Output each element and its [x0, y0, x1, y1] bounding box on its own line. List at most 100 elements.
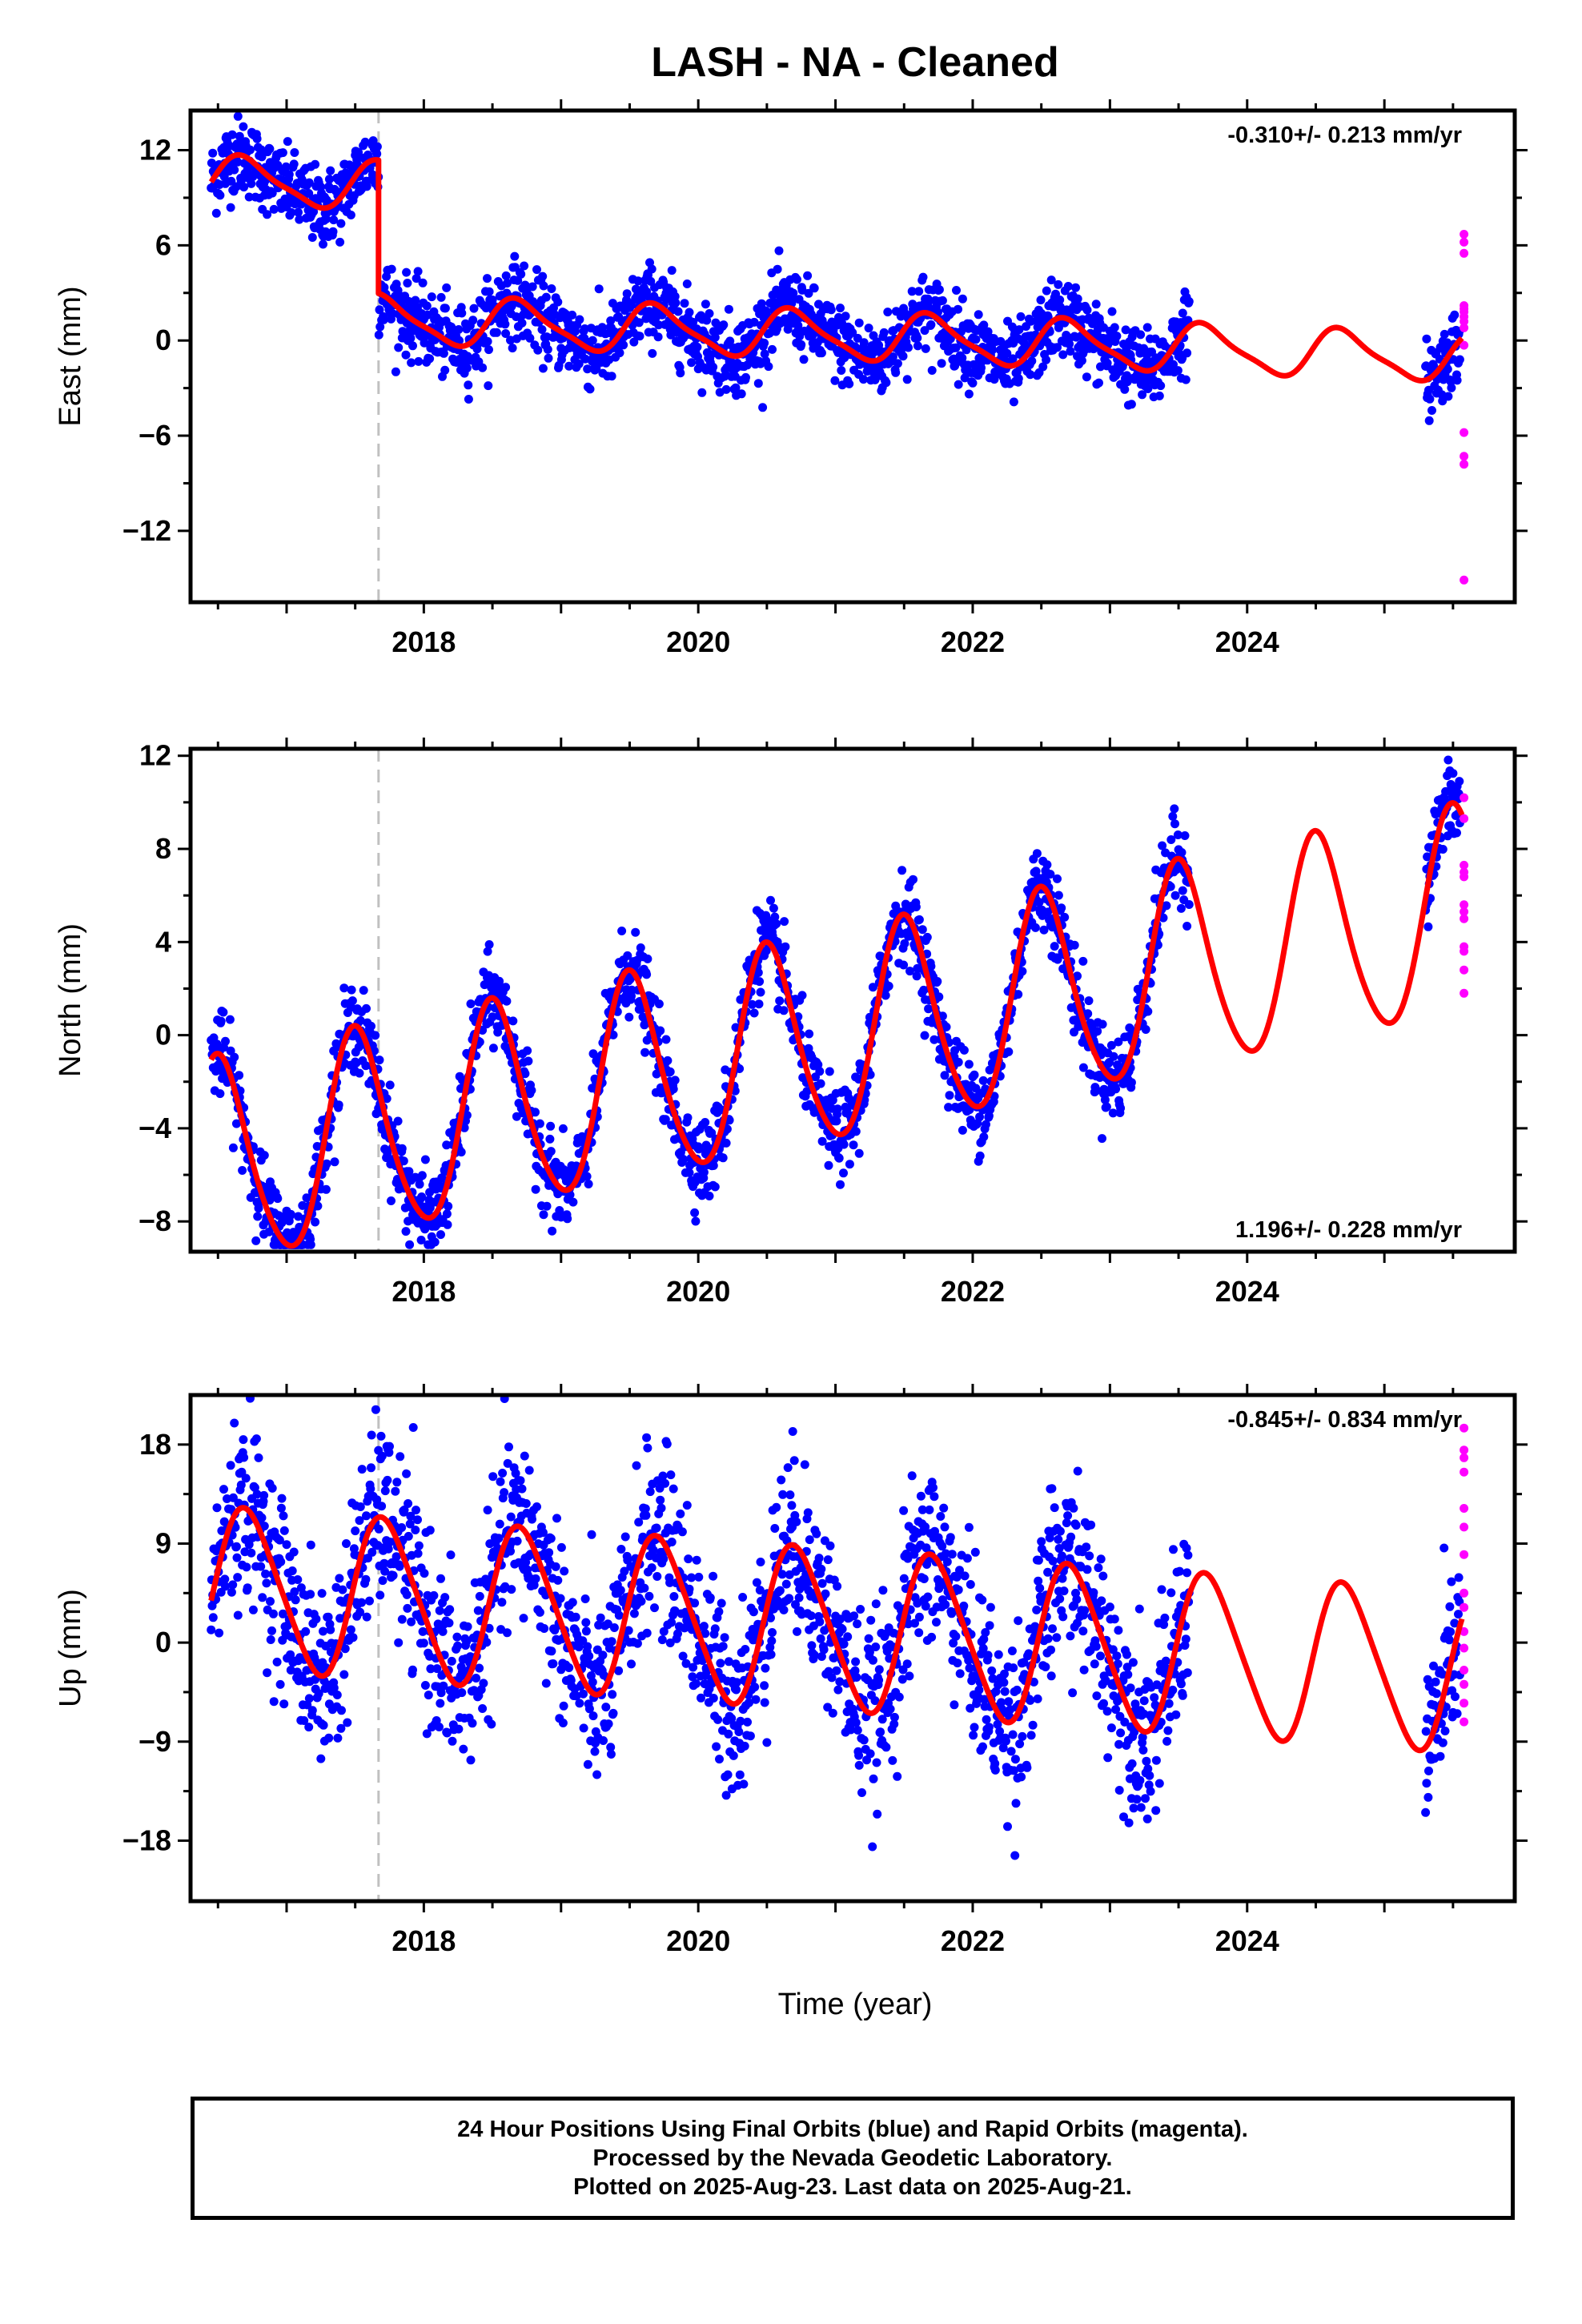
data-point [571, 1612, 580, 1622]
data-point [374, 1524, 383, 1534]
data-point [684, 1554, 693, 1564]
data-point [970, 1070, 979, 1080]
data-point [666, 1470, 676, 1480]
data-point [425, 1526, 435, 1535]
data-point [251, 1236, 261, 1245]
data-point [545, 1134, 555, 1144]
data-point [309, 207, 319, 216]
data-point [259, 1490, 269, 1500]
data-point [321, 1184, 331, 1194]
data-point [712, 1742, 721, 1751]
data-point [287, 1566, 297, 1575]
data-point [958, 294, 967, 304]
data-point [1448, 769, 1458, 778]
rapid-point [1460, 947, 1469, 956]
data-point [231, 1119, 241, 1128]
data-point [402, 318, 412, 328]
data-point [401, 350, 411, 360]
rapid-point [1460, 452, 1469, 461]
data-point [1107, 307, 1117, 316]
data-point [457, 308, 467, 318]
data-point [667, 1618, 677, 1627]
data-point [537, 325, 547, 334]
data-point [378, 1576, 387, 1586]
data-point [406, 333, 416, 343]
rapid-point [1460, 230, 1469, 239]
data-point [952, 286, 961, 295]
data-point [457, 1688, 467, 1698]
data-point [230, 165, 239, 175]
data-point [633, 276, 643, 286]
data-point [232, 1553, 242, 1562]
data-point [968, 378, 978, 388]
figure-title: LASH - NA - Cleaned [651, 39, 1058, 86]
data-point [306, 1540, 315, 1550]
data-point [374, 330, 383, 340]
data-point [342, 1539, 351, 1548]
data-point [492, 328, 501, 337]
data-point [899, 960, 909, 970]
data-point [661, 1035, 671, 1044]
data-point [319, 239, 327, 249]
data-point [1078, 956, 1088, 966]
data-point [715, 1755, 724, 1764]
data-point [304, 178, 314, 187]
x-tick-label: 2024 [1215, 625, 1279, 658]
data-point [1004, 1047, 1014, 1056]
data-point [669, 1484, 678, 1494]
data-point [444, 1201, 453, 1211]
data-point [608, 1708, 618, 1718]
data-point [286, 1209, 295, 1219]
data-point [500, 320, 510, 329]
data-point [540, 1624, 549, 1633]
data-point [584, 1180, 593, 1188]
data-point [643, 1443, 652, 1453]
data-point [334, 1100, 343, 1110]
data-point [760, 338, 769, 348]
data-point [447, 1656, 456, 1666]
data-point [1184, 297, 1194, 306]
data-point [826, 305, 836, 315]
data-point [508, 300, 516, 310]
data-point [1053, 874, 1062, 883]
data-point [520, 261, 529, 271]
data-point [816, 1079, 825, 1088]
data-point [724, 304, 733, 314]
data-point [265, 144, 275, 154]
data-point [725, 336, 735, 346]
data-point [208, 1613, 218, 1622]
data-point [1443, 392, 1453, 401]
data-point [361, 1574, 371, 1584]
data-point [1109, 1051, 1118, 1061]
y-axis-label: North (mm) [54, 923, 87, 1077]
data-point [1425, 394, 1435, 404]
data-point [412, 1506, 420, 1515]
data-point [307, 233, 317, 242]
data-point [1455, 777, 1464, 786]
data-point [904, 343, 913, 352]
data-point [1154, 391, 1164, 400]
data-point [583, 364, 592, 374]
data-point [357, 1465, 367, 1474]
data-point [506, 1512, 516, 1522]
data-point [242, 1562, 251, 1572]
data-point [500, 1488, 509, 1498]
data-point [464, 395, 473, 404]
data-point [1027, 356, 1037, 366]
data-point [718, 1153, 728, 1163]
data-point [335, 237, 345, 247]
data-point [400, 1203, 410, 1212]
data-point [484, 381, 493, 391]
data-point [609, 327, 619, 336]
data-point [588, 336, 597, 345]
data-point [650, 1603, 659, 1613]
data-point [413, 267, 423, 276]
data-point [1098, 1019, 1107, 1029]
data-point [1094, 378, 1103, 388]
data-point [443, 1220, 452, 1229]
data-point [330, 1157, 339, 1167]
y-axis-label: East (mm) [54, 286, 87, 426]
data-point [848, 328, 857, 337]
data-point [622, 289, 632, 299]
